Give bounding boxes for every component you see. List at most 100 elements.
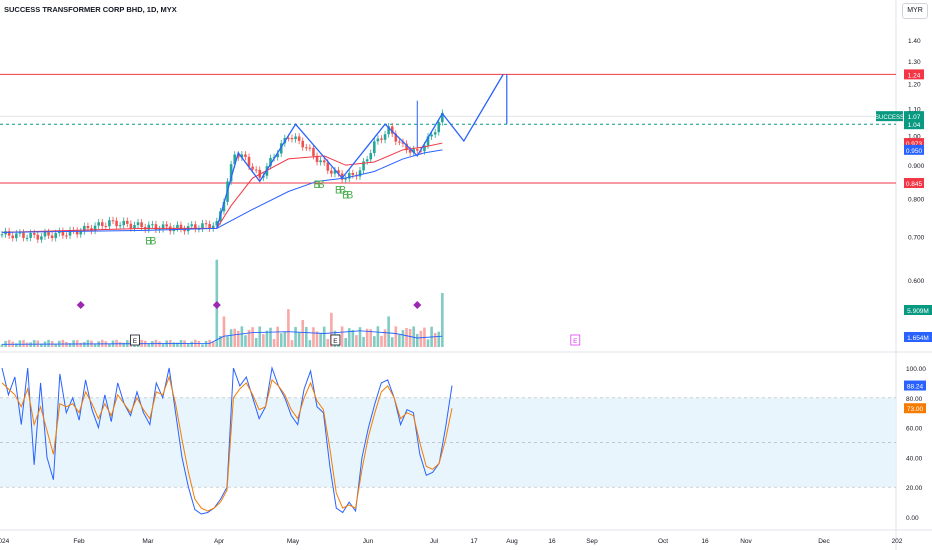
candle[interactable] bbox=[362, 161, 365, 171]
candle[interactable] bbox=[176, 224, 179, 229]
candle[interactable] bbox=[287, 137, 290, 139]
candle[interactable] bbox=[394, 133, 398, 142]
candle[interactable] bbox=[294, 136, 297, 140]
candle[interactable] bbox=[136, 222, 140, 225]
candle[interactable] bbox=[390, 126, 394, 134]
candle[interactable] bbox=[301, 140, 305, 148]
candle[interactable] bbox=[423, 145, 426, 152]
candle[interactable] bbox=[326, 162, 330, 171]
candle[interactable] bbox=[244, 154, 247, 157]
candle[interactable] bbox=[333, 170, 337, 174]
event-diamond[interactable] bbox=[212, 301, 221, 309]
candle[interactable] bbox=[54, 233, 57, 239]
candle[interactable] bbox=[140, 222, 143, 228]
candle[interactable] bbox=[247, 156, 251, 167]
candle[interactable] bbox=[322, 160, 326, 163]
candle[interactable] bbox=[68, 230, 72, 236]
candle[interactable] bbox=[83, 226, 86, 232]
candle[interactable] bbox=[126, 220, 129, 224]
candle[interactable] bbox=[11, 235, 15, 239]
earnings-marker[interactable] bbox=[330, 334, 341, 346]
event-diamond[interactable] bbox=[76, 301, 85, 309]
earnings-marker[interactable] bbox=[130, 334, 140, 346]
candle[interactable] bbox=[93, 225, 97, 231]
candle[interactable] bbox=[147, 224, 151, 230]
candle[interactable] bbox=[154, 224, 158, 230]
candle[interactable] bbox=[190, 224, 194, 227]
candle[interactable] bbox=[319, 160, 322, 163]
candle[interactable] bbox=[412, 149, 415, 153]
candle[interactable] bbox=[7, 231, 11, 236]
candle[interactable] bbox=[79, 231, 83, 235]
candle[interactable] bbox=[36, 234, 40, 240]
candle[interactable] bbox=[376, 138, 380, 142]
candle[interactable] bbox=[315, 155, 319, 163]
candle[interactable] bbox=[211, 225, 215, 229]
candle[interactable] bbox=[441, 112, 444, 123]
candle[interactable] bbox=[122, 220, 126, 226]
candle[interactable] bbox=[25, 237, 29, 239]
candle[interactable] bbox=[222, 201, 226, 212]
candle[interactable] bbox=[433, 132, 437, 135]
candle[interactable] bbox=[47, 232, 50, 236]
candle[interactable] bbox=[365, 159, 369, 162]
candle[interactable] bbox=[240, 154, 244, 158]
candle[interactable] bbox=[75, 230, 79, 235]
candle[interactable] bbox=[401, 141, 405, 144]
candle[interactable] bbox=[43, 232, 47, 237]
candle[interactable] bbox=[358, 170, 362, 177]
event-diamond[interactable] bbox=[413, 301, 422, 309]
candle[interactable] bbox=[97, 222, 100, 226]
candle[interactable] bbox=[426, 136, 430, 146]
candle[interactable] bbox=[344, 178, 347, 180]
candle[interactable] bbox=[419, 150, 423, 152]
candle[interactable] bbox=[40, 236, 43, 240]
candle[interactable] bbox=[32, 233, 36, 235]
currency-button[interactable]: MYR bbox=[902, 3, 928, 19]
candle[interactable] bbox=[269, 157, 272, 167]
candle[interactable] bbox=[201, 223, 204, 229]
candle[interactable] bbox=[398, 141, 401, 143]
candle[interactable] bbox=[369, 153, 373, 160]
candle[interactable] bbox=[18, 232, 22, 234]
candle[interactable] bbox=[161, 224, 165, 230]
candle[interactable] bbox=[387, 126, 390, 135]
candle[interactable] bbox=[229, 164, 233, 182]
candle[interactable] bbox=[290, 138, 294, 140]
candle[interactable] bbox=[383, 134, 387, 140]
candle[interactable] bbox=[437, 122, 441, 133]
candle[interactable] bbox=[337, 170, 340, 174]
earnings-marker[interactable] bbox=[570, 334, 581, 346]
projection-zigzag[interactable] bbox=[216, 74, 504, 229]
candle[interactable] bbox=[29, 233, 32, 238]
candle[interactable] bbox=[194, 224, 197, 229]
candle[interactable] bbox=[279, 143, 283, 154]
candle[interactable] bbox=[351, 173, 355, 176]
candle[interactable] bbox=[115, 220, 118, 227]
candle[interactable] bbox=[233, 154, 236, 165]
candle[interactable] bbox=[408, 149, 412, 153]
candle[interactable] bbox=[22, 232, 25, 238]
candle[interactable] bbox=[340, 173, 344, 180]
candle[interactable] bbox=[308, 147, 312, 149]
candle[interactable] bbox=[305, 147, 308, 149]
candle[interactable] bbox=[373, 141, 376, 154]
candle[interactable] bbox=[65, 235, 68, 237]
candle[interactable] bbox=[254, 169, 258, 171]
candle[interactable] bbox=[276, 153, 279, 158]
candle[interactable] bbox=[297, 136, 301, 141]
candle[interactable] bbox=[133, 224, 136, 229]
candle[interactable] bbox=[236, 154, 240, 158]
candle[interactable] bbox=[179, 224, 183, 229]
candle[interactable] bbox=[251, 166, 254, 170]
candle[interactable] bbox=[104, 226, 108, 228]
candle[interactable] bbox=[204, 223, 208, 225]
candle[interactable] bbox=[430, 134, 433, 137]
candle[interactable] bbox=[380, 138, 383, 140]
candle[interactable] bbox=[57, 230, 61, 234]
candle[interactable] bbox=[215, 221, 219, 226]
candle[interactable] bbox=[151, 224, 154, 226]
candle[interactable] bbox=[405, 143, 408, 150]
candle[interactable] bbox=[100, 222, 104, 227]
